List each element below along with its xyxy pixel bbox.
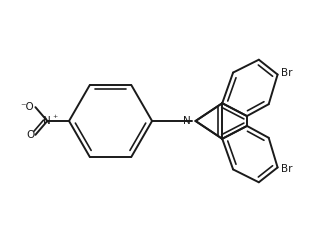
Text: N: N — [183, 116, 191, 126]
Text: O: O — [26, 130, 34, 140]
Text: ⁻O: ⁻O — [21, 102, 34, 112]
Text: +: + — [52, 114, 57, 119]
Text: Br: Br — [281, 164, 292, 174]
Text: Br: Br — [281, 67, 292, 78]
Text: N: N — [43, 116, 51, 126]
